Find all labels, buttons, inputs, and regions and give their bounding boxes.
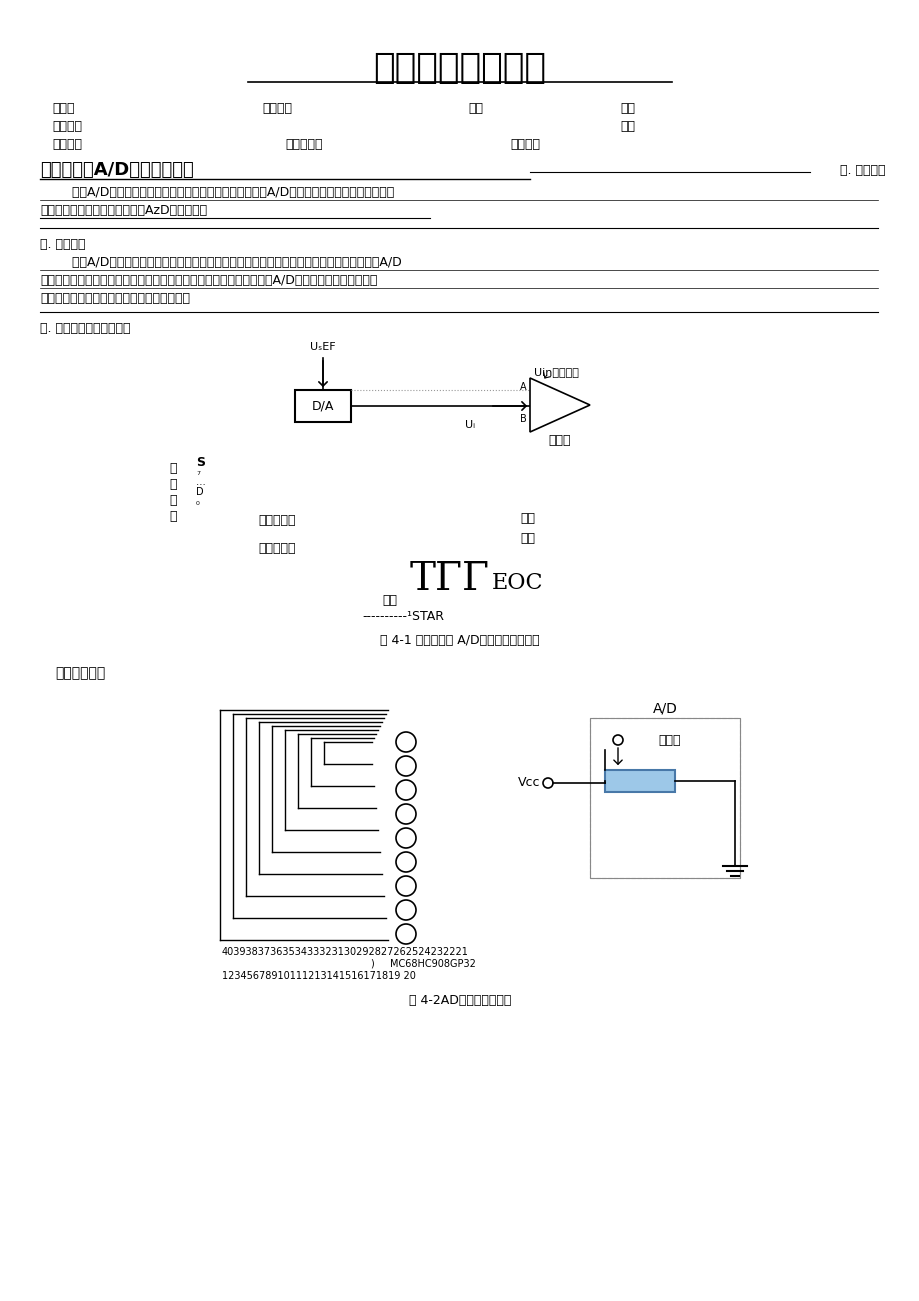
Text: …: …	[196, 477, 206, 487]
Text: 移位寄存器: 移位寄存器	[257, 541, 295, 554]
Text: 课程名森: 课程名森	[52, 120, 82, 133]
Text: D: D	[196, 487, 203, 497]
Text: A: A	[520, 382, 527, 392]
Text: S: S	[196, 455, 205, 468]
Text: 图 4-1 逐次逼近式 A/D转换器工作原理图: 图 4-1 逐次逼近式 A/D转换器工作原理图	[380, 634, 539, 647]
Polygon shape	[529, 379, 589, 432]
Text: TΓΓ: TΓΓ	[410, 562, 490, 598]
Text: Vcc: Vcc	[516, 777, 539, 790]
Text: Uᵢ: Uᵢ	[464, 420, 474, 431]
Bar	[589, 718, 739, 878]
Text: 小灯和串口两种方式分别显示转换后的结果。: 小灯和串口两种方式分别显示转换后的结果。	[40, 291, 190, 304]
Text: 指导教师: 指导教师	[52, 138, 82, 151]
Circle shape	[395, 900, 415, 920]
Text: 学号: 学号	[619, 101, 634, 114]
Text: 出: 出	[169, 510, 176, 523]
Text: 一. 实验目的: 一. 实验目的	[839, 164, 885, 177]
Text: D/A: D/A	[312, 399, 334, 412]
Text: Uin（模拟输: Uin（模拟输	[533, 367, 578, 377]
Text: A/D: A/D	[652, 701, 676, 716]
Circle shape	[612, 735, 622, 745]
Text: 成绩: 成绩	[619, 120, 634, 133]
Text: 实验名称：A/D转换模块实验: 实验名称：A/D转换模块实验	[40, 161, 194, 180]
Text: ₇: ₇	[196, 467, 199, 477]
Bar	[295, 390, 351, 422]
Text: 年级专业: 年级专业	[262, 101, 291, 114]
Circle shape	[395, 876, 415, 896]
Circle shape	[395, 756, 415, 775]
Bar	[605, 770, 675, 792]
Text: 输出锁存器: 输出锁存器	[257, 514, 295, 527]
Text: 程序代码；用查询方式实现本次AzD转换实验。: 程序代码；用查询方式实现本次AzD转换实验。	[40, 203, 207, 216]
Text: 姓名: 姓名	[468, 101, 482, 114]
Text: B: B	[519, 414, 527, 424]
Text: 转换程序，其中电位器作为模拟量输入；手动改变电位器的大小，通过A/D转换模块转换之后，通过: 转换程序，其中电位器作为模拟量输入；手动改变电位器的大小，通过A/D转换模块转换…	[40, 273, 377, 286]
Circle shape	[395, 804, 415, 824]
Circle shape	[395, 852, 415, 872]
Text: 据: 据	[169, 477, 176, 490]
Text: 图 4-2AD转换接线原理图: 图 4-2AD转换接线原理图	[408, 994, 511, 1007]
Text: 4039383736353433323130292827262524232221: 4039383736353433323130292827262524232221	[221, 947, 469, 958]
Circle shape	[395, 781, 415, 800]
Text: 实验日期: 实验日期	[509, 138, 539, 151]
Circle shape	[542, 778, 552, 788]
Text: 理解A/D转换原理；运行与理解各子程序；主程序运行课本的样例程序；编制一个查询方式A/D: 理解A/D转换原理；运行与理解各子程序；主程序运行课本的样例程序；编制一个查询方…	[40, 255, 402, 268]
Text: 二. 实验内容: 二. 实验内容	[40, 238, 85, 251]
Text: 控制: 控制	[519, 511, 535, 524]
Circle shape	[395, 827, 415, 848]
Text: 院、系: 院、系	[52, 101, 74, 114]
Text: 逻辑: 逻辑	[519, 532, 535, 545]
Text: 比较器: 比较器	[548, 433, 571, 446]
Text: 时钟: 时钟	[381, 593, 397, 606]
Text: 数: 数	[169, 462, 176, 475]
Text: 苏州大学实验报告: 苏州大学实验报告	[373, 51, 546, 85]
Text: （二）接线图: （二）接线图	[55, 666, 105, 680]
Text: 同组实验重: 同组实验重	[285, 138, 323, 151]
Bar	[589, 718, 739, 878]
Text: ₀: ₀	[196, 497, 199, 507]
Text: ----------¹STAR: ----------¹STAR	[361, 609, 444, 622]
Text: 掌握A/D转换的基本原理和需要注意的问题；学习单片机A/D转换的接口电路；理解课本中的: 掌握A/D转换的基本原理和需要注意的问题；学习单片机A/D转换的接口电路；理解课…	[40, 186, 394, 199]
Text: 三. 实验过程（一）原理图: 三. 实验过程（一）原理图	[40, 321, 130, 334]
Text: 输: 输	[169, 493, 176, 506]
Text: 采样点: 采样点	[658, 734, 680, 747]
Circle shape	[395, 732, 415, 752]
Circle shape	[395, 924, 415, 945]
Text: 12345678910111213141516171819 20: 12345678910111213141516171819 20	[221, 971, 415, 981]
Text: ): )	[369, 959, 373, 969]
Text: EOC: EOC	[492, 572, 543, 595]
Text: UₛEF: UₛEF	[310, 342, 335, 353]
Text: MC68HC908GP32: MC68HC908GP32	[390, 959, 475, 969]
